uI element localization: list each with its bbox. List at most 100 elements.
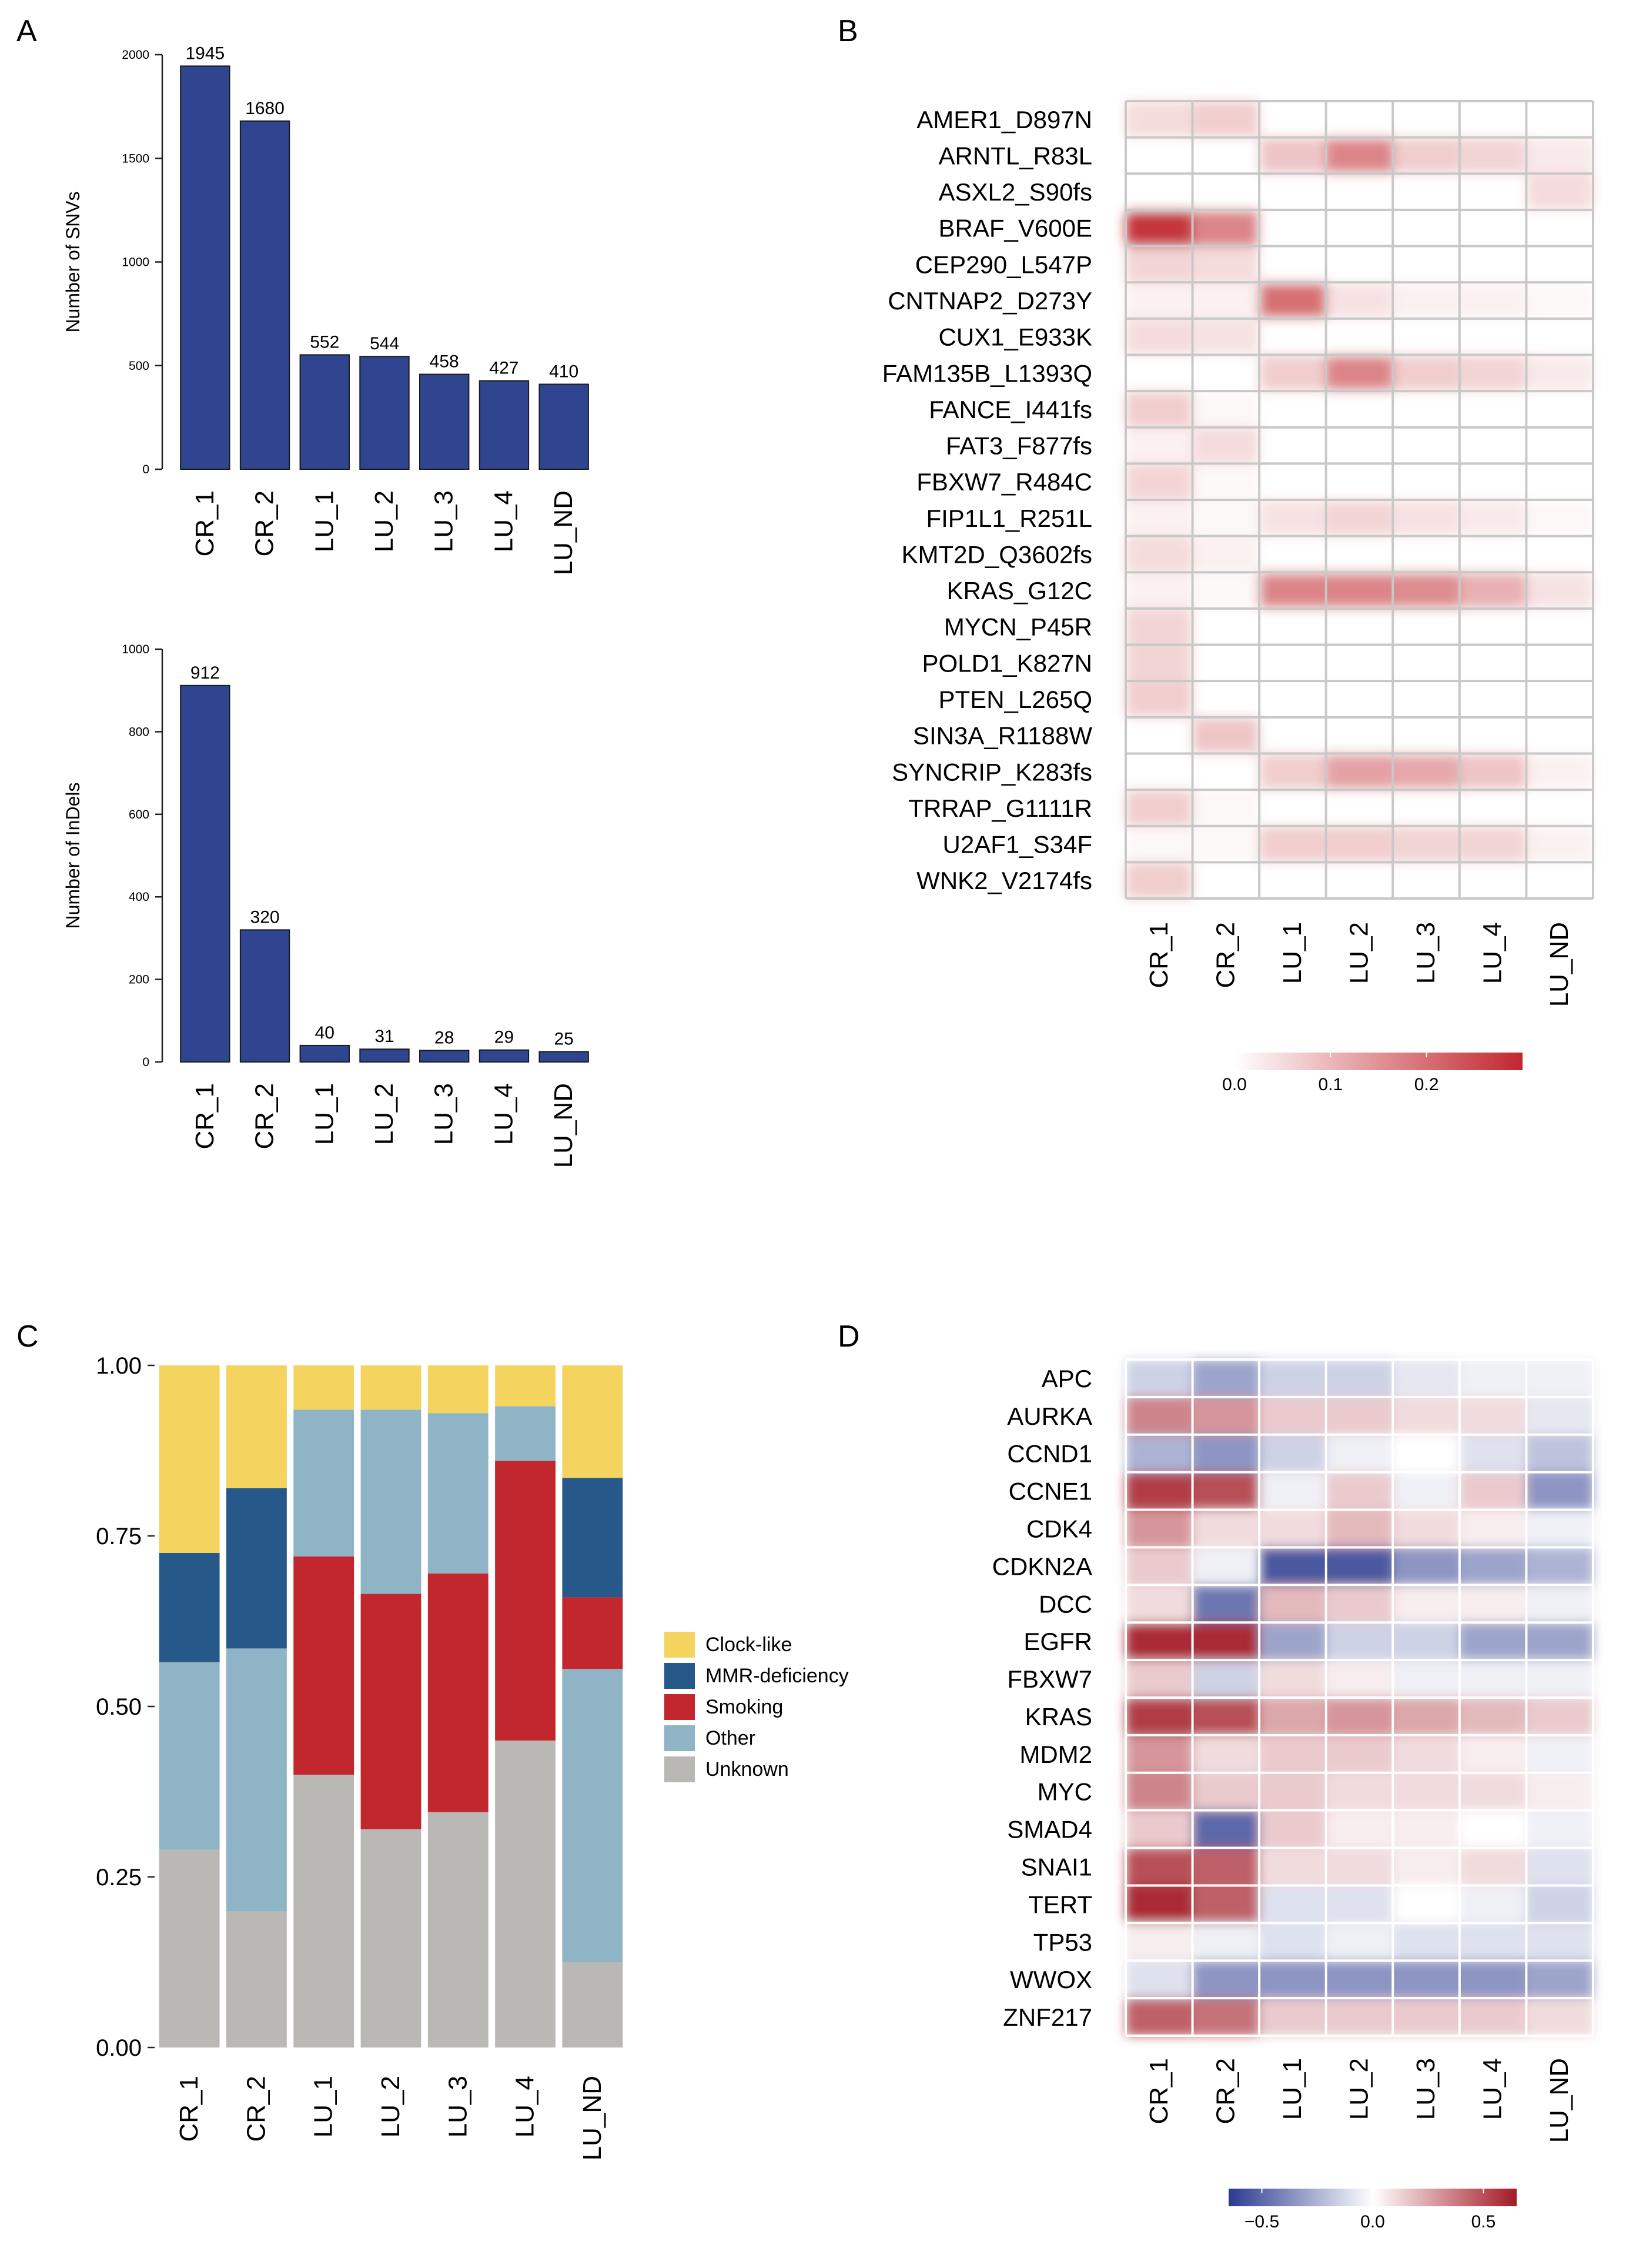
heatmap-cell: [1326, 173, 1393, 211]
heatmap-cell: [1326, 608, 1393, 646]
heatmap-cell: [1393, 1585, 1460, 1623]
heatmap-cell: [1526, 1810, 1594, 1849]
bar-value-label: 40: [315, 1023, 334, 1043]
heatmap-cell: [1459, 173, 1527, 211]
heatmap-cell: [1259, 1397, 1327, 1435]
heatmap-cell: [1126, 209, 1193, 247]
bar: [359, 1048, 410, 1063]
heatmap-cell: [1192, 1698, 1260, 1736]
heatmap-cell: [1393, 1472, 1460, 1511]
heatmap-cell: [1459, 1998, 1527, 2036]
heatmap-cell: [1526, 1472, 1594, 1511]
x-tick-label: LU_2: [370, 1083, 399, 1145]
heatmap-cell: [1192, 644, 1260, 682]
x-tick-label: CR_1: [175, 2076, 203, 2142]
row-label: FIP1L1_R251L: [926, 505, 1092, 532]
heatmap-cell: [1326, 536, 1393, 573]
heatmap-cell: [1393, 1660, 1460, 1698]
heatmap-cell: [1259, 1698, 1327, 1736]
heatmap-cell: [1459, 753, 1527, 790]
heatmap-cell: [1459, 1960, 1527, 1999]
y-tick-label: 0.25: [96, 1865, 142, 1890]
heatmap-cell: [1459, 1698, 1527, 1736]
y-tick-label: 0.50: [96, 1694, 142, 1720]
heatmap-cell: [1459, 1397, 1527, 1435]
heatmap-cell: [1326, 1397, 1393, 1435]
heatmap-cell: [1326, 572, 1393, 609]
x-tick-label: CR_2: [250, 1083, 279, 1150]
row-label: BRAF_V600E: [939, 215, 1092, 242]
heatmap-cell: [1526, 1397, 1594, 1435]
stacked-segment: [293, 1556, 354, 1775]
legend-label: MMR-deficiency: [705, 1665, 849, 1687]
heatmap-cell: [1326, 1923, 1393, 1961]
heatmap-cell: [1259, 282, 1327, 319]
heatmap-cell: [1393, 608, 1460, 646]
row-label: U2AF1_S34F: [943, 831, 1092, 859]
bar-value-label: 410: [549, 362, 578, 381]
row-label: CEP290_L547P: [915, 250, 1092, 278]
heatmap-cell: [1393, 282, 1460, 319]
stacked-segment: [226, 1365, 287, 1488]
stacked-segment: [226, 1488, 287, 1649]
heatmap-cell: [1326, 826, 1393, 863]
heatmap-cell: [1526, 536, 1594, 573]
heatmap-cell: [1326, 282, 1393, 319]
x-tick-label: LU_ND: [549, 1083, 578, 1168]
y-tick-label: 1500: [122, 152, 149, 165]
heatmap-cell: [1526, 790, 1594, 827]
stacked-segment: [495, 1365, 556, 1407]
heatmap-cell: [1126, 246, 1193, 283]
heatmap-cell: [1459, 1585, 1527, 1623]
heatmap-cell: [1126, 1698, 1193, 1736]
heatmap-cell: [1192, 1960, 1260, 1999]
x-tick-label: LU_4: [489, 1083, 518, 1145]
colorbar-tick-label: 0.1: [1318, 1075, 1343, 1094]
heatmap-cell: [1192, 1810, 1260, 1849]
legend-label: Smoking: [705, 1696, 783, 1718]
stacked-segment: [360, 1365, 421, 1410]
heatmap-cell: [1126, 1772, 1193, 1811]
row-label: ZNF217: [1003, 2003, 1092, 2031]
heatmap-cell: [1126, 391, 1193, 428]
heatmap-cell: [1393, 1547, 1460, 1585]
bar: [538, 383, 589, 470]
heatmap-cell: [1126, 463, 1193, 500]
legend-swatch: [664, 1694, 695, 1720]
heatmap-cell: [1459, 1772, 1527, 1811]
row-label: FBXW7: [1007, 1665, 1092, 1693]
heatmap-cell: [1393, 1434, 1460, 1473]
bar-value-label: 458: [430, 352, 459, 372]
stacked-segment: [427, 1365, 489, 1414]
heatmap-cell: [1192, 1660, 1260, 1698]
colorbar-tick-label: 0.5: [1471, 2212, 1496, 2232]
heatmap-cell: [1326, 137, 1393, 174]
row-label: KMT2D_Q3602fs: [902, 540, 1092, 568]
heatmap-cell: [1326, 1698, 1393, 1736]
heatmap-cell: [1126, 101, 1193, 138]
heatmap-cell: [1126, 318, 1193, 355]
heatmap-cell: [1326, 1735, 1393, 1773]
y-tick-label: 600: [129, 808, 149, 821]
bar: [180, 65, 230, 470]
heatmap-cell: [1393, 1772, 1460, 1811]
heatmap-cell: [1393, 644, 1460, 682]
heatmap-cell: [1259, 1772, 1327, 1811]
colorbar-tick-label: 0.0: [1222, 1075, 1247, 1094]
heatmap-cell: [1393, 572, 1460, 609]
y-tick-label: 1000: [122, 643, 149, 656]
col-label: LU_4: [1478, 922, 1507, 984]
heatmap-cell: [1126, 1960, 1193, 1999]
stacked-segment: [562, 1365, 623, 1478]
row-label: APC: [1042, 1365, 1092, 1392]
heatmap-cell: [1192, 391, 1260, 428]
heatmap-cell: [1259, 1434, 1327, 1473]
bar: [479, 1049, 530, 1063]
col-label: LU_4: [1478, 2058, 1507, 2120]
heatmap-cell: [1126, 536, 1193, 573]
bar: [239, 120, 290, 470]
heatmap-cell: [1192, 137, 1260, 174]
bar-value-label: 544: [370, 334, 399, 353]
heatmap-cell: [1393, 1885, 1460, 1923]
heatmap-cell: [1326, 1960, 1393, 1999]
